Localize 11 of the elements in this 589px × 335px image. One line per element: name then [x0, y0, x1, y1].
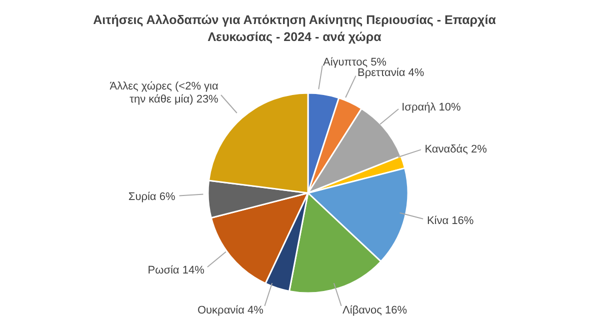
- slice-label: Αίγυπτος 5%: [323, 56, 387, 69]
- slice-label: Άλλες χώρες (<2% για την κάθε μία) 23%: [110, 80, 219, 106]
- slice-label: Βρεττανία 4%: [358, 67, 424, 80]
- slice-label: Συρία 6%: [128, 191, 176, 204]
- slice-label: Ουκρανία 4%: [197, 304, 264, 317]
- slice-label: Ρωσία 14%: [148, 264, 205, 277]
- slice-label: Καναδάς 2%: [424, 143, 488, 156]
- slice-label: Λίβανος 16%: [342, 304, 408, 317]
- chart-title: Αιτήσεις Αλλοδαπών για Απόκτηση Ακίνητης Περιουσίας - Επαρχία Λευκωσίας - 2024 - ανά χώρα: [92, 12, 497, 46]
- slice-label: Ισραήλ 10%: [402, 101, 461, 114]
- slice-label: Κίνα 16%: [426, 214, 474, 227]
